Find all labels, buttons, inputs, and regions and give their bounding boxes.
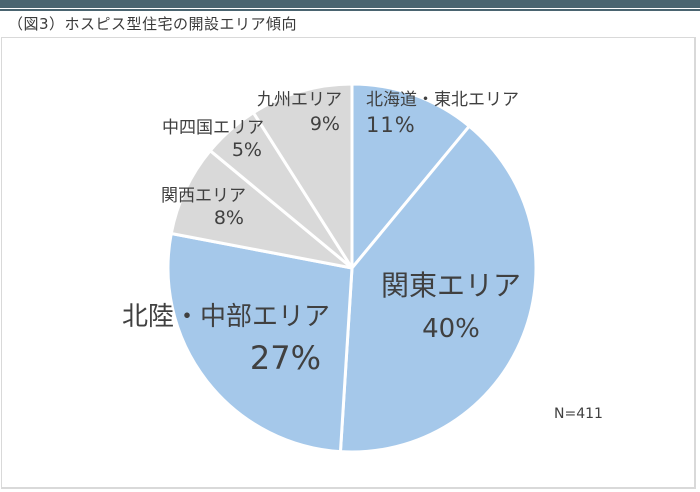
chart-title: （図3）ホスピス型住宅の開設エリア傾向	[8, 15, 298, 33]
slice-pct: 11%	[366, 113, 416, 137]
slice-label-text: 関東エリア	[380, 269, 521, 302]
pie-slice	[169, 149, 354, 270]
slice-label-chushikoku: 中四国エリア 5%	[148, 120, 264, 160]
slice-label-text: 関西エリア	[161, 186, 246, 206]
pie-slice	[251, 82, 354, 270]
pie-slice	[350, 82, 471, 270]
slice-label-kanto: 関東エリア 40%	[378, 269, 524, 344]
slice-label-text: 北陸・中部エリア	[122, 302, 331, 332]
header-rule	[0, 9, 700, 11]
sample-size-annotation: N=411	[554, 406, 603, 422]
slice-label-text: 九州エリア	[257, 90, 342, 110]
slice-label-text: 北海道・東北エリア	[366, 90, 519, 110]
pie-slice	[338, 124, 538, 454]
slice-label-kyushu: 九州エリア 9%	[244, 92, 342, 134]
slice-pct: 40%	[422, 314, 480, 344]
slice-pct: 8%	[213, 207, 244, 229]
header-bar	[0, 0, 700, 8]
slice-pct: 27%	[249, 339, 321, 377]
pie-slice	[166, 232, 354, 454]
slice-label-kansai: 関西エリア 8%	[150, 188, 246, 228]
slice-pct: 9%	[309, 113, 340, 135]
slice-label-text: 中四国エリア	[162, 118, 264, 138]
slice-pct: 5%	[231, 139, 262, 161]
slice-label-hokuriku-chubu: 北陸・中部エリア 27%	[122, 304, 330, 377]
slice-label-hokkaido-tohoku: 北海道・東北エリア 11%	[366, 92, 519, 136]
